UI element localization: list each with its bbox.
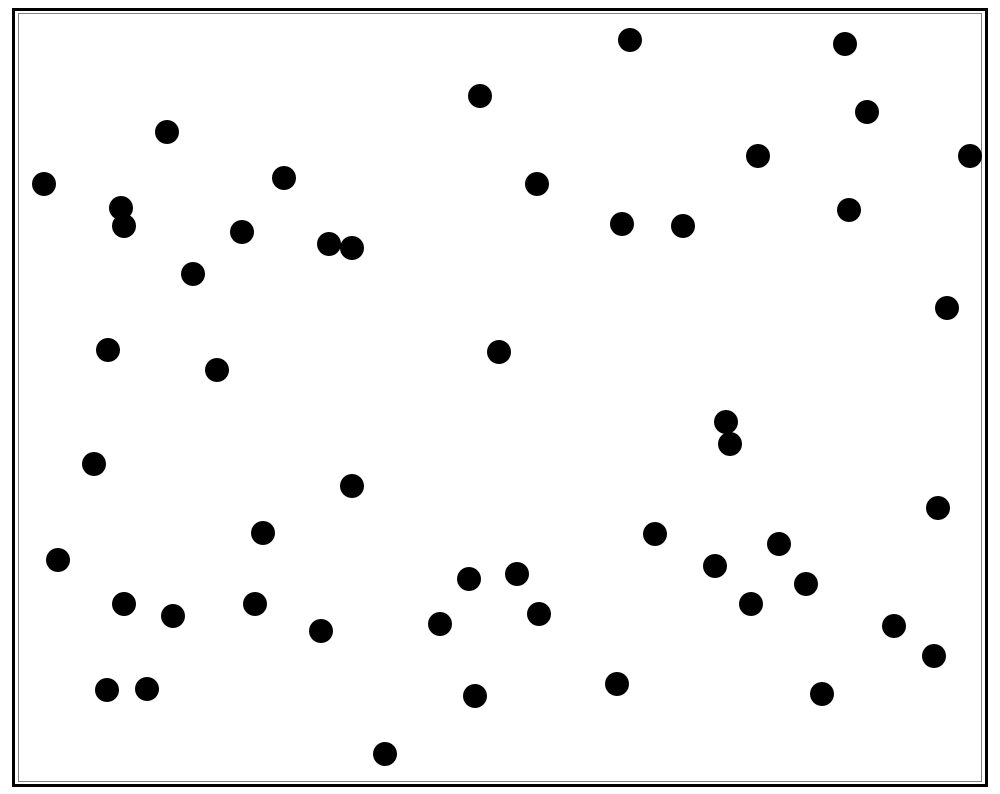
scatter-point (794, 572, 818, 596)
scatter-point (428, 612, 452, 636)
scatter-point (837, 198, 861, 222)
scatter-point (112, 592, 136, 616)
scatter-point (767, 532, 791, 556)
scatter-point (810, 682, 834, 706)
scatter-point (746, 144, 770, 168)
scatter-point (32, 172, 56, 196)
scatter-point (505, 562, 529, 586)
scatter-point (96, 338, 120, 362)
scatter-point (855, 100, 879, 124)
scatter-point (958, 144, 982, 168)
scatter-point (718, 432, 742, 456)
scatter-point (643, 522, 667, 546)
scatter-point (95, 678, 119, 702)
scatter-point (468, 84, 492, 108)
scatter-point (457, 567, 481, 591)
scatter-point (373, 742, 397, 766)
scatter-point (525, 172, 549, 196)
scatter-point (46, 548, 70, 572)
scatter-point (671, 214, 695, 238)
scatter-point (230, 220, 254, 244)
scatter-point (703, 554, 727, 578)
scatter-point (882, 614, 906, 638)
scatter-point (739, 592, 763, 616)
scatter-point (243, 592, 267, 616)
scatter-point (161, 604, 185, 628)
scatter-point (610, 212, 634, 236)
scatter-point (527, 602, 551, 626)
scatter-point (618, 28, 642, 52)
scatter-point (463, 684, 487, 708)
scatter-point (340, 474, 364, 498)
scatter-point (922, 644, 946, 668)
scatter-point (272, 166, 296, 190)
scatter-point (340, 236, 364, 260)
scatter-plot-area (19, 14, 981, 781)
scatter-point (317, 232, 341, 256)
scatter-point (926, 496, 950, 520)
scatter-point (155, 120, 179, 144)
scatter-point (112, 214, 136, 238)
scatter-point (714, 410, 738, 434)
scatter-point (135, 677, 159, 701)
scatter-point (251, 521, 275, 545)
scatter-point (605, 672, 629, 696)
scatter-point (935, 296, 959, 320)
scatter-point (82, 452, 106, 476)
scatter-point (181, 262, 205, 286)
scatter-point (833, 32, 857, 56)
scatter-point (205, 358, 229, 382)
scatter-point (487, 340, 511, 364)
scatter-point (309, 619, 333, 643)
